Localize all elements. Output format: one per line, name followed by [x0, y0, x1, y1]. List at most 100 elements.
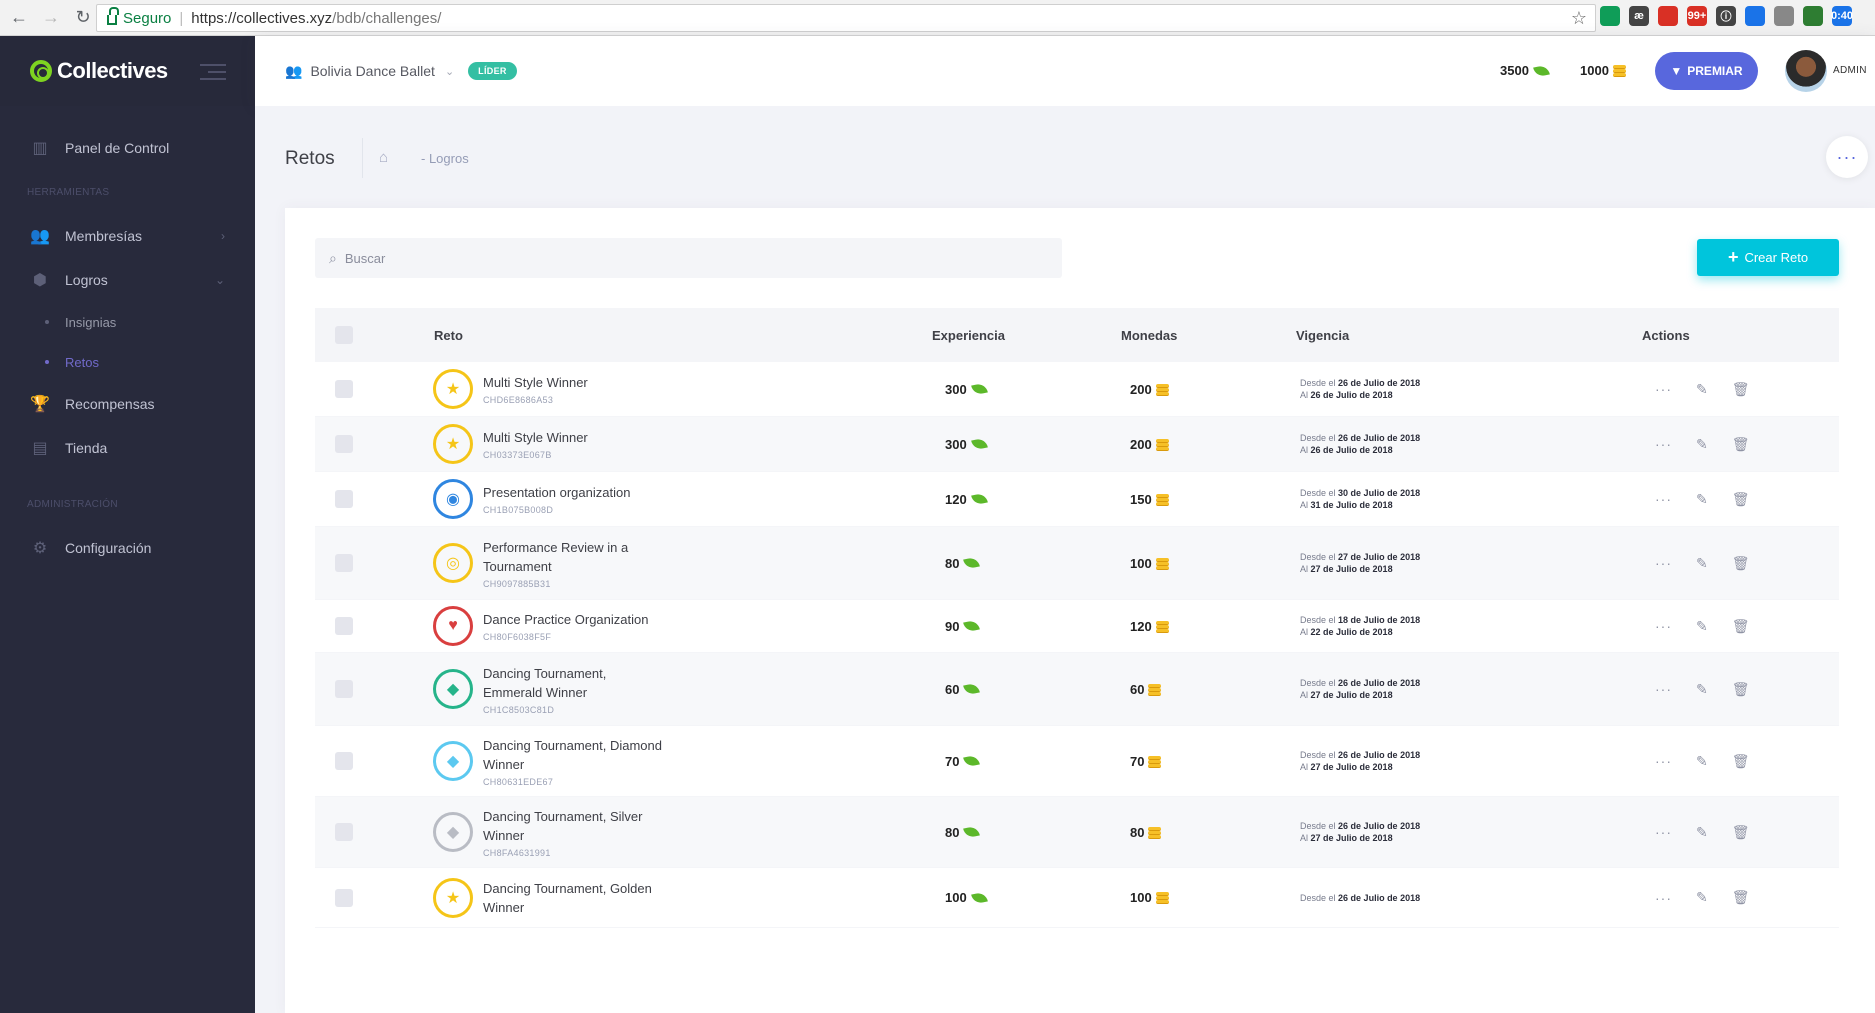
more-icon[interactable]: ··· [1655, 555, 1672, 571]
edit-icon[interactable]: ✎ [1696, 680, 1708, 697]
select-all-checkbox[interactable] [335, 326, 353, 344]
challenge-name[interactable]: Performance Review in a Tournament [483, 539, 629, 574]
edit-icon[interactable]: ✎ [1696, 752, 1708, 769]
chevron-down-icon: ⌄ [214, 273, 225, 287]
more-actions-icon[interactable]: ··· [1826, 136, 1868, 178]
more-icon[interactable]: ··· [1655, 824, 1672, 840]
trash-icon[interactable]: 🗑 [1731, 889, 1750, 905]
trash-icon[interactable]: 🗑 [1731, 554, 1750, 571]
user-name[interactable]: ADMIN [1833, 65, 1867, 76]
validity-from: Desde el 26 de Julio de 2018 [1300, 892, 1421, 903]
more-icon[interactable]: ··· [1655, 681, 1672, 697]
table-row: ★ Multi Style Winner CH03373E067B 300 200 Des… [315, 417, 1839, 472]
table-body: ★ Multi Style Winner CHD6E8686A53 300 200 Des… [315, 362, 1839, 928]
challenge-name[interactable]: Dancing Tournament, Emmerald Winner [483, 665, 607, 700]
challenge-name[interactable]: Dance Practice Organization [483, 612, 649, 627]
trash-icon[interactable]: 🗑 [1731, 680, 1750, 697]
bookmark-star-icon[interactable]: ☆ [1570, 8, 1587, 28]
col-vigencia[interactable]: Vigencia [1296, 327, 1350, 343]
address-bar[interactable]: Seguro | https://collectives.xyz/bdb/cha… [96, 4, 1596, 32]
forward-icon[interactable]: → [42, 7, 60, 27]
challenge-name[interactable]: Dancing Tournament, Silver Winner [483, 808, 643, 843]
edit-icon[interactable]: ✎ [1696, 889, 1708, 905]
challenge-code: CH80631EDE67 [483, 776, 554, 787]
globe-ext-icon[interactable] [1803, 6, 1823, 26]
green-ext-icon[interactable] [1600, 6, 1620, 26]
edit-icon[interactable]: ✎ [1696, 617, 1708, 634]
reload-icon[interactable]: ↻ [75, 7, 91, 27]
coins-cell: 70 [1130, 754, 1162, 769]
edit-icon[interactable]: ✎ [1696, 490, 1708, 507]
row-checkbox[interactable] [335, 680, 353, 698]
row-checkbox[interactable] [335, 752, 353, 770]
trash-icon[interactable]: 🗑 [1731, 380, 1750, 397]
sidebar-item-retos[interactable]: Retos [0, 342, 255, 382]
sidebar-item-tienda[interactable]: ▤ Tienda [0, 426, 255, 470]
edit-icon[interactable]: ✎ [1696, 554, 1708, 571]
trash-icon[interactable]: 🗑 [1731, 490, 1750, 507]
edit-icon[interactable]: ✎ [1696, 435, 1708, 452]
sidebar-item-configuracion[interactable]: ⚙ Configuración [0, 526, 255, 570]
trash-icon[interactable]: 🗑 [1731, 823, 1750, 840]
trash-icon[interactable]: 🗑 [1731, 752, 1750, 769]
coins-icon [1155, 493, 1169, 506]
avatar[interactable] [1785, 50, 1827, 92]
wave-ext-icon[interactable] [1774, 6, 1794, 26]
challenge-name[interactable]: Dancing Tournament, Diamond Winner [483, 737, 662, 772]
more-icon[interactable]: ··· [1655, 381, 1672, 397]
sidebar-item-insignias[interactable]: Insignias [0, 302, 255, 342]
col-experiencia[interactable]: Experiencia [932, 327, 1005, 343]
edit-icon[interactable]: ✎ [1696, 380, 1708, 397]
sidebar-item-logros[interactable]: ⬢ Logros ⌄ [0, 258, 255, 302]
edit-icon[interactable]: ✎ [1696, 823, 1708, 840]
more-icon[interactable]: ··· [1655, 618, 1672, 634]
sidebar-item-panel[interactable]: ▥ Panel de Control [0, 126, 255, 170]
experience-cell: 300 [945, 381, 988, 397]
sidebar-item-membresias[interactable]: 👥 Membresías › [0, 214, 255, 258]
row-checkbox[interactable] [335, 888, 353, 907]
more-icon[interactable]: ··· [1655, 753, 1672, 769]
menu-toggle-icon[interactable] [200, 64, 226, 85]
col-monedas[interactable]: Monedas [1121, 327, 1178, 343]
row-checkbox[interactable] [335, 490, 353, 508]
home-icon[interactable]: ⌂ [379, 149, 389, 166]
sidebar-item-recompensas[interactable]: 🏆 Recompensas [0, 382, 255, 426]
sidebar-item-label: Panel de Control [65, 140, 170, 156]
validity-cell: Desde el 26 de Julio de 2018 [1300, 892, 1420, 904]
trash-icon[interactable]: 🗑 [1731, 617, 1750, 634]
experience-value: 300 [945, 381, 967, 397]
search-input[interactable] [344, 250, 945, 266]
premiar-button[interactable]: ▼ PREMIAR [1655, 52, 1758, 90]
col-reto[interactable]: Reto [434, 327, 463, 343]
sync-ext-icon[interactable] [1745, 6, 1765, 26]
red-badge-ext-icon[interactable]: 99+ [1687, 6, 1707, 26]
challenge-name[interactable]: Presentation organization [483, 485, 631, 500]
challenge-name[interactable]: Dancing Tournament, Golden Winner [483, 880, 652, 915]
create-challenge-button[interactable]: + Crear Reto [1697, 239, 1839, 276]
challenge-name[interactable]: Multi Style Winner [483, 375, 588, 390]
time-ext-icon[interactable]: 0:40 [1831, 6, 1853, 26]
trash-icon[interactable]: 🗑 [1731, 435, 1750, 452]
validity-cell: Desde el 26 de Julio de 2018 Al 27 de Jul… [1300, 820, 1420, 844]
row-checkbox[interactable] [335, 823, 353, 841]
row-actions: ··· ✎ 🗑 [1655, 491, 1750, 508]
info-ext-icon[interactable]: ⓘ [1716, 6, 1736, 26]
challenge-name[interactable]: Multi Style Winner [483, 430, 588, 445]
more-icon[interactable]: ··· [1655, 491, 1672, 507]
more-icon[interactable]: ··· [1655, 889, 1672, 906]
ae-ext-icon[interactable]: æ [1629, 6, 1649, 26]
row-checkbox[interactable] [335, 617, 353, 635]
experience-value: 120 [945, 491, 967, 507]
more-icon[interactable]: ··· [1655, 436, 1672, 452]
challenge-info: Dancing Tournament, Silver Winner CH8FA46… [483, 807, 668, 858]
back-icon[interactable]: ← [10, 7, 28, 27]
breadcrumb[interactable]: - Logros [421, 151, 469, 166]
org-selector[interactable]: 👥 Bolivia Dance Ballet ⌄ [285, 63, 454, 80]
challenge-info: Dancing Tournament, Diamond Winner CH8063… [483, 736, 668, 787]
pen-ext-icon[interactable] [1658, 6, 1678, 26]
row-checkbox[interactable] [335, 380, 353, 398]
row-checkbox[interactable] [335, 435, 353, 453]
coins-icon [1148, 755, 1162, 768]
users-icon: 👥 [30, 228, 50, 245]
row-checkbox[interactable] [335, 554, 353, 572]
